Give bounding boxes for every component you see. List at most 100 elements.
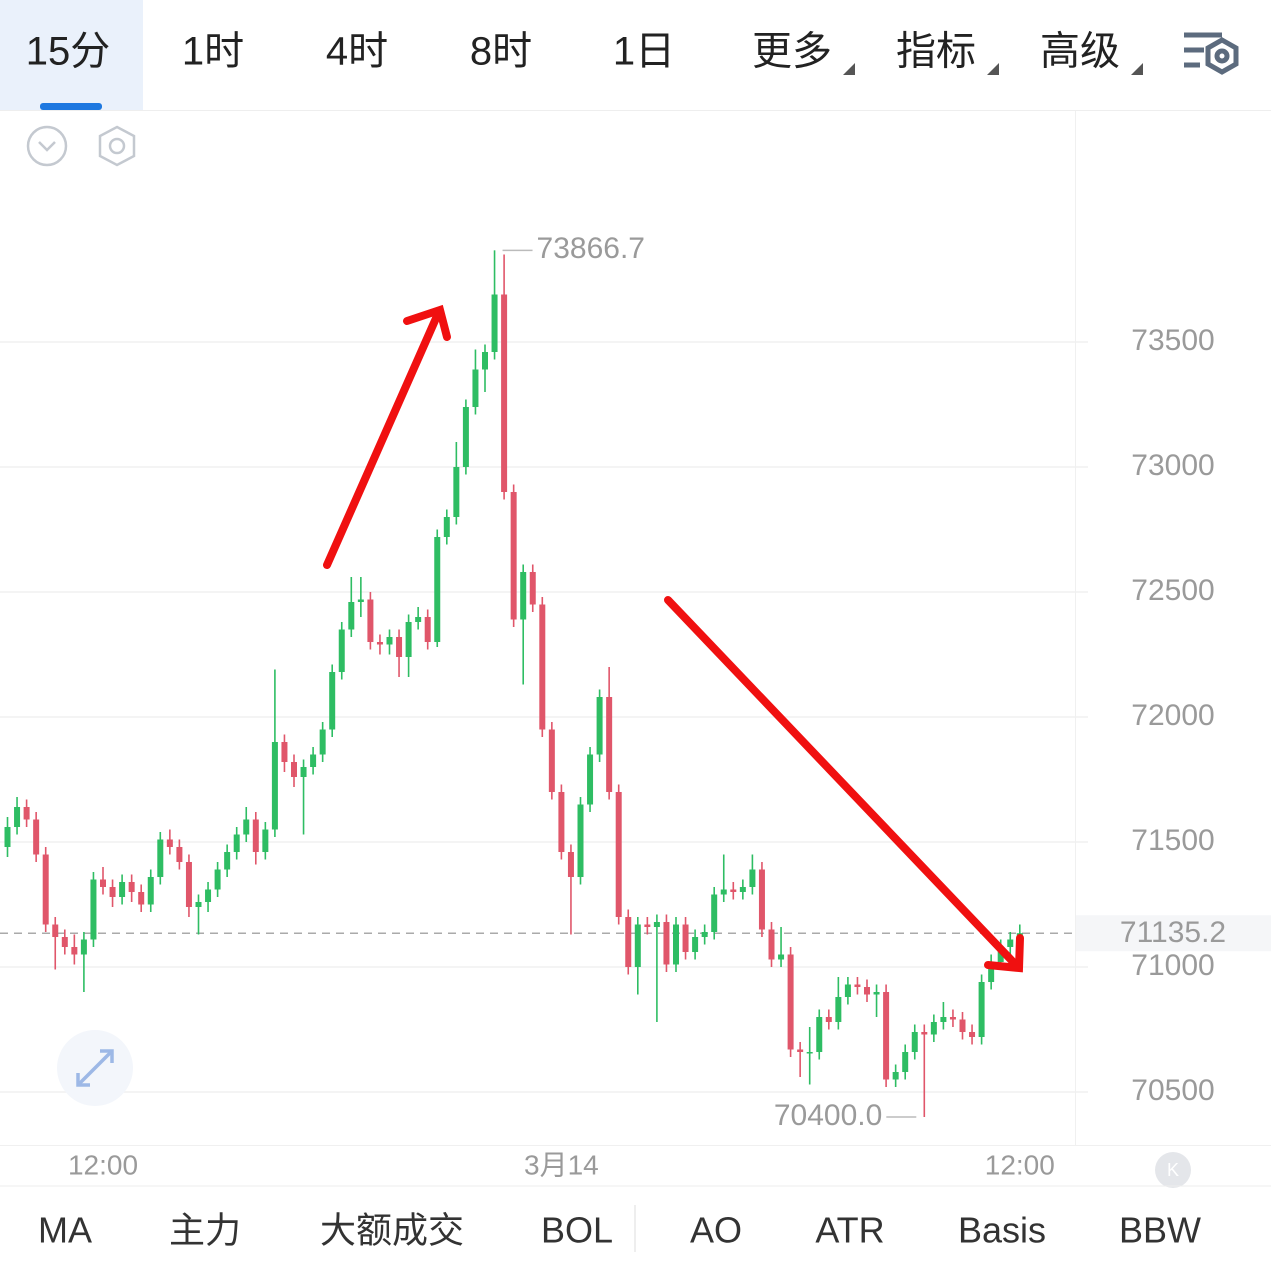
- candle-body: [128, 882, 135, 892]
- candle-body: [271, 742, 278, 830]
- candle-body: [224, 852, 231, 870]
- candle-body: [940, 1017, 947, 1022]
- candle-body: [892, 1072, 899, 1080]
- indicator-tab[interactable]: BBW: [1119, 1210, 1201, 1251]
- candle-body: [692, 937, 699, 952]
- candle-body: [587, 754, 594, 805]
- candle-body: [119, 882, 126, 897]
- candle-body: [80, 939, 87, 955]
- candle-body: [558, 792, 565, 852]
- candle-body: [768, 929, 775, 960]
- candle-body: [453, 467, 460, 517]
- candle-body: [806, 1052, 813, 1054]
- candle-body: [405, 622, 412, 657]
- timeframe-tab[interactable]: 15分: [26, 30, 111, 74]
- candle-body: [243, 819, 250, 835]
- candle-body: [491, 294, 498, 352]
- candle-body: [100, 879, 106, 887]
- candle-body: [348, 602, 355, 630]
- indicator-bar: MA 主力 大额成交 BOL AO ATR Basis BBW: [38, 1210, 1201, 1251]
- candle-body: [539, 604, 546, 730]
- candle-body: [749, 869, 756, 887]
- expand-button[interactable]: [57, 1030, 133, 1106]
- timeframe-tab[interactable]: 4时: [326, 30, 388, 74]
- candle-body: [682, 924, 689, 952]
- candle-body: [816, 1017, 823, 1052]
- candle-body: [758, 869, 765, 930]
- candle-body: [510, 492, 517, 620]
- timeframe-tab[interactable]: 指标: [896, 30, 976, 74]
- last-price-label: 71135.2: [1120, 916, 1226, 949]
- timeframe-tab[interactable]: 高级: [1040, 30, 1120, 74]
- candle-body: [443, 517, 450, 537]
- candle-body: [835, 997, 842, 1022]
- candle-body: [825, 1017, 832, 1022]
- indicator-tab[interactable]: AO: [690, 1210, 742, 1251]
- candle-body: [720, 889, 727, 895]
- candle-body: [854, 984, 861, 987]
- indicator-tab[interactable]: 主力: [169, 1210, 241, 1251]
- timeframe-tab[interactable]: 8时: [470, 30, 532, 74]
- candle-body: [949, 1017, 956, 1020]
- candle-body: [873, 992, 880, 995]
- plot: 70500 71000 71500 72000 72500 73000 73500 12:00…: [0, 232, 1271, 1180]
- last-price-bg: [1076, 915, 1271, 952]
- candle-body: [310, 754, 317, 767]
- candle-body: [730, 889, 737, 892]
- candle-body: [52, 924, 59, 937]
- candle-body: [787, 954, 794, 1050]
- candle-body: [520, 572, 527, 620]
- candle-body: [42, 854, 49, 925]
- indicator-tab[interactable]: BOL: [541, 1210, 613, 1251]
- x-tick-label: 12:00: [68, 1149, 138, 1180]
- candle-body: [625, 917, 632, 967]
- y-tick-label: 72000: [1131, 699, 1214, 732]
- candle-body: [281, 742, 288, 762]
- indicator-tab[interactable]: MA: [38, 1210, 92, 1251]
- y-tick-label: 70500: [1131, 1074, 1214, 1107]
- active-tab-underline: [40, 103, 102, 110]
- candle-body: [195, 902, 202, 907]
- candle-body: [33, 819, 40, 855]
- timeframe-tab[interactable]: 更多: [752, 30, 832, 74]
- candle-body: [300, 767, 307, 777]
- candle-body: [415, 617, 422, 622]
- settings-icon[interactable]: [1184, 32, 1239, 75]
- candle-body: [291, 762, 297, 777]
- timeframe-tab[interactable]: 1日: [613, 30, 675, 74]
- indicator-tab[interactable]: Basis: [958, 1210, 1046, 1251]
- candle-body: [663, 922, 670, 965]
- indicator-tab[interactable]: 大额成交: [320, 1210, 464, 1251]
- candle-body: [138, 892, 145, 905]
- dropdown-markers: [843, 63, 1143, 75]
- candle-body: [233, 834, 240, 852]
- candle-body: [797, 1049, 804, 1052]
- candle-body: [988, 962, 995, 982]
- candle-body: [205, 889, 212, 902]
- candle-body: [71, 947, 78, 955]
- candle-body: [864, 987, 870, 995]
- candle-body: [472, 369, 479, 407]
- candle-body: [902, 1052, 909, 1072]
- candle-body: [424, 617, 431, 642]
- candle-body: [644, 924, 651, 927]
- candle-body: [176, 847, 183, 862]
- candle-body: [959, 1019, 966, 1032]
- max-label: 73866.7: [537, 232, 645, 265]
- candle-body: [969, 1032, 976, 1037]
- candle-body: [14, 807, 21, 827]
- indicator-tab[interactable]: ATR: [815, 1210, 884, 1251]
- y-tick-label: 73500: [1131, 324, 1214, 357]
- candle-body: [338, 629, 345, 672]
- svg-text:K: K: [1167, 1160, 1179, 1180]
- candle-body: [147, 877, 154, 905]
- candle-body: [61, 937, 68, 947]
- candle-body: [185, 862, 192, 907]
- timeframe-tab[interactable]: 1时: [182, 30, 244, 74]
- toolbar-icons[interactable]: [26, 125, 136, 167]
- y-tick-label: 72500: [1131, 574, 1214, 607]
- candle-body: [462, 407, 469, 467]
- candle-body: [4, 827, 11, 847]
- candle-body: [529, 572, 536, 605]
